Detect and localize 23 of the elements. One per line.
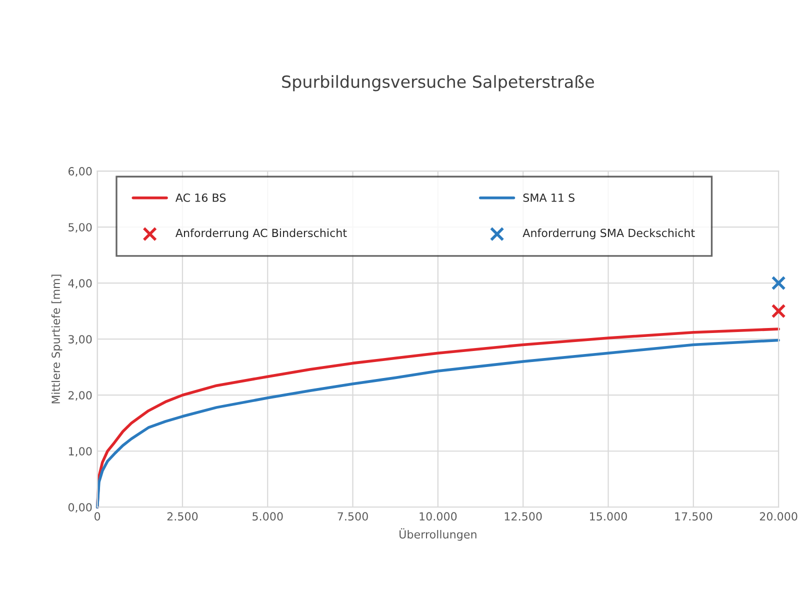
x-tick-label: 2.500: [167, 512, 198, 521]
y-tick-label: 4,00: [68, 279, 92, 289]
x-tick-label: 17.500: [675, 512, 712, 521]
x-tick-label: 20.000: [760, 512, 798, 521]
x-tick-label: 5.000: [252, 512, 283, 521]
legend-label: AC 16 BS: [175, 194, 226, 202]
y-tick-label: 1,00: [68, 447, 92, 457]
x-tick-label: 12.500: [504, 512, 542, 521]
y-axis-title: Mittlere Spurtiefe [mm]: [51, 274, 62, 404]
y-tick-label: 0,00: [68, 503, 92, 513]
y-tick-label: 6,00: [68, 167, 92, 177]
x-tick-label: 7.500: [338, 512, 368, 521]
legend-label: Anforderrung SMA Deckschicht: [522, 228, 695, 240]
y-tick-label: 2,00: [68, 391, 92, 401]
x-tick-label: 15.000: [590, 512, 627, 521]
chart-title: Spurbildungsversuche Salpeterstraße: [282, 75, 594, 92]
y-tick-label: 5,00: [68, 223, 92, 233]
x-axis-title: Überrollungen: [400, 528, 476, 541]
legend-label: SMA 11 S: [523, 194, 574, 202]
x-tick-label: 0: [94, 512, 100, 521]
legend-label: Anforderrung AC Binderschicht: [175, 228, 347, 240]
x-tick-label: 10.000: [420, 512, 457, 521]
y-tick-label: 3,00: [68, 335, 92, 345]
